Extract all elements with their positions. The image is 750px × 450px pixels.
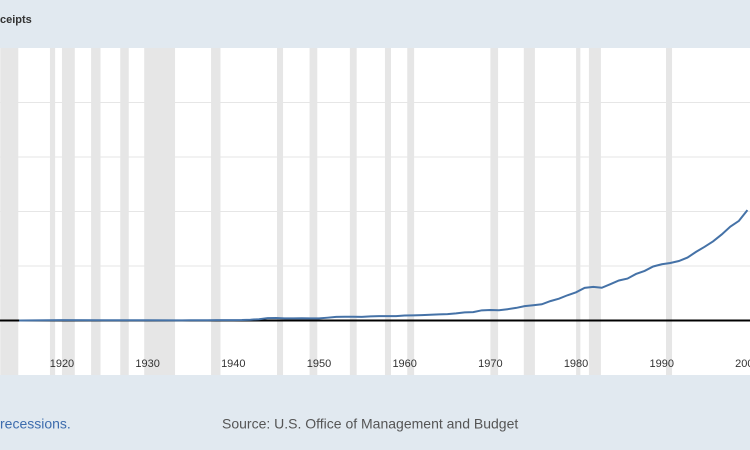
x-tick-label: 1950 bbox=[307, 358, 331, 370]
chart-title: ceipts bbox=[0, 14, 32, 26]
x-tick-label: 1920 bbox=[50, 358, 74, 370]
source: Source: U.S. Office of Management and Bu… bbox=[222, 416, 518, 432]
x-tick-label: 1970 bbox=[478, 358, 502, 370]
x-tick-label: 1990 bbox=[650, 358, 674, 370]
x-tick-label: 1980 bbox=[564, 358, 588, 370]
data-line bbox=[19, 209, 749, 322]
x-tick-label: 1940 bbox=[221, 358, 245, 370]
x-tick-label: 2000 bbox=[735, 358, 750, 370]
recession-note[interactable]: recessions. bbox=[0, 416, 71, 432]
x-tick-label: 1960 bbox=[392, 358, 416, 370]
x-tick-label: 1930 bbox=[135, 358, 159, 370]
